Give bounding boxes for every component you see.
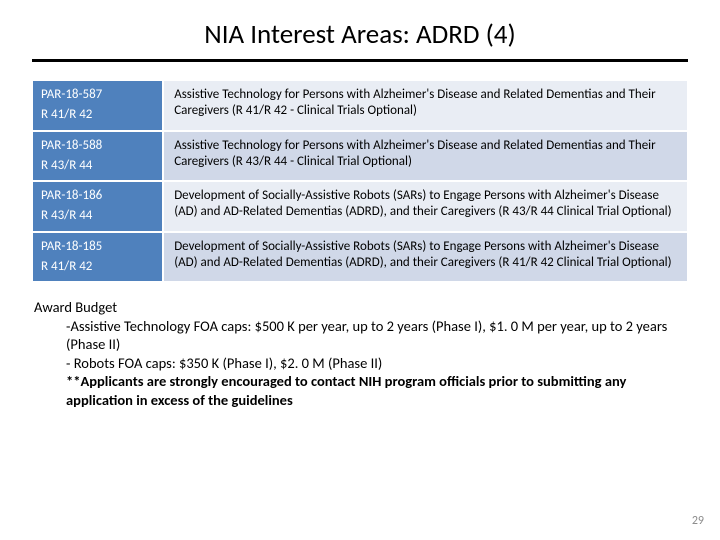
notes-item: -Assistive Technology FOA caps: $500 K p…: [34, 317, 682, 354]
row-desc-cell: Assistive Technology for Persons with Al…: [163, 131, 688, 182]
par-code: PAR-18-587: [41, 87, 154, 103]
title-divider: [32, 59, 688, 62]
row-code-cell: PAR-18-588 R 43/R 44: [32, 131, 163, 182]
row-code-cell: PAR-18-186 R 43/R 44: [32, 181, 163, 232]
row-code-cell: PAR-18-587 R 41/R 42: [32, 80, 163, 131]
mechanism: R 43/R 44: [41, 158, 154, 174]
row-desc-cell: Development of Socially-Assistive Robots…: [163, 181, 688, 232]
par-code: PAR-18-185: [41, 239, 154, 255]
table-row: PAR-18-588 R 43/R 44 Assistive Technolog…: [32, 131, 688, 182]
award-budget-notes: Award Budget -Assistive Technology FOA c…: [32, 298, 688, 409]
table-row: PAR-18-185 R 41/R 42 Development of Soci…: [32, 232, 688, 283]
table-row: PAR-18-587 R 41/R 42 Assistive Technolog…: [32, 80, 688, 131]
par-code: PAR-18-186: [41, 188, 154, 204]
page-number: 29: [692, 514, 704, 528]
notes-item: - Robots FOA caps: $350 K (Phase I), $2.…: [34, 354, 682, 373]
funding-table: PAR-18-587 R 41/R 42 Assistive Technolog…: [32, 80, 688, 282]
mechanism: R 43/R 44: [41, 208, 154, 224]
row-desc-cell: Development of Socially-Assistive Robots…: [163, 232, 688, 283]
mechanism: R 41/R 42: [41, 107, 154, 123]
notes-item-bold: **Applicants are strongly encouraged to …: [34, 372, 682, 409]
slide-title: NIA Interest Areas: ADRD (4): [32, 18, 688, 51]
mechanism: R 41/R 42: [41, 259, 154, 275]
table-row: PAR-18-186 R 43/R 44 Development of Soci…: [32, 181, 688, 232]
row-code-cell: PAR-18-185 R 41/R 42: [32, 232, 163, 283]
row-desc-cell: Assistive Technology for Persons with Al…: [163, 80, 688, 131]
notes-heading: Award Budget: [34, 298, 682, 317]
par-code: PAR-18-588: [41, 138, 154, 154]
